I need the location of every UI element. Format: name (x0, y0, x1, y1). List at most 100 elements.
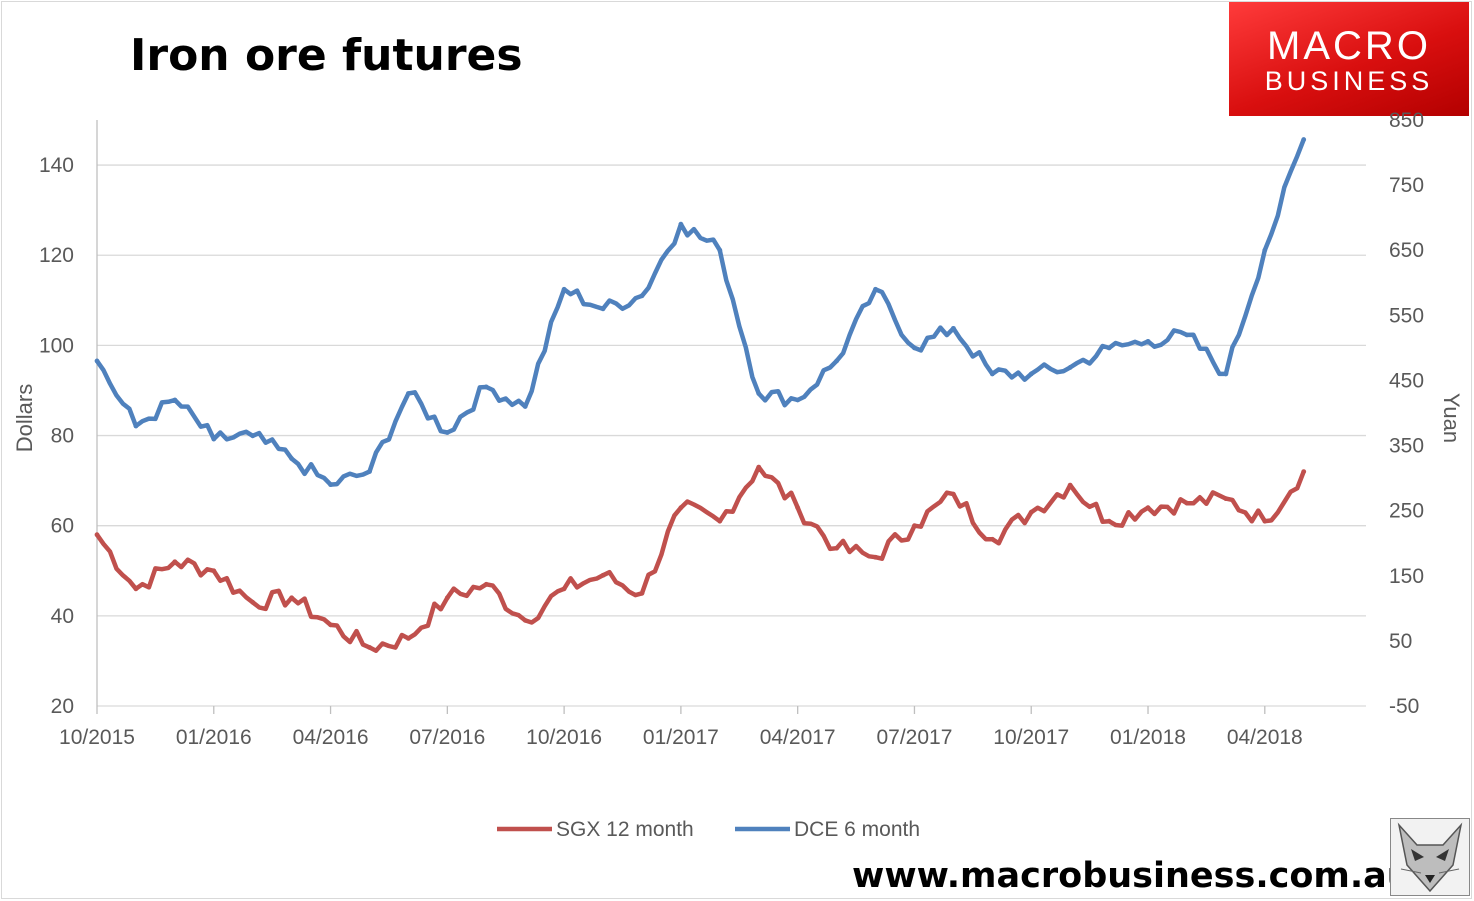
series-1-point-12 (561, 286, 567, 292)
series-1-point-3 (211, 436, 217, 442)
right-y-axis-label: Yuan (1439, 393, 1464, 443)
series-0-point-30 (1262, 518, 1268, 524)
x-tick-label-5: 01/2017 (643, 726, 719, 749)
series-0-point-10 (483, 581, 489, 587)
fox-head-icon (1390, 818, 1470, 896)
series-1-point-30 (1262, 247, 1268, 253)
series-0-point-6 (328, 622, 333, 628)
series-1-point-22 (950, 325, 956, 331)
series-1-point-25 (1067, 365, 1073, 370)
series-1-point-10 (483, 384, 489, 390)
y2-tick-label-7: 650 (1389, 239, 1424, 262)
series-0-point-19 (834, 545, 840, 551)
y2-tick-label-6: 550 (1389, 304, 1424, 327)
x-tick-label-2: 04/2016 (293, 726, 369, 749)
series-0-point-13 (600, 572, 606, 578)
x-tick-label-9: 01/2018 (1110, 726, 1186, 749)
series-0-point-31 (1301, 469, 1307, 474)
series-1-point-14 (639, 293, 645, 299)
series-0-point-29 (1223, 496, 1229, 502)
series-line-1 (95, 138, 1306, 487)
series-1-point-18 (795, 397, 801, 403)
series-1-point-26 (1106, 345, 1112, 351)
y2-tick-label-0: -50 (1389, 695, 1419, 718)
gridlines (96, 120, 1366, 707)
series-1-point-5 (289, 456, 295, 461)
series-1-point-8 (406, 391, 411, 396)
y2-tick-label-5: 450 (1389, 369, 1424, 392)
y-tick-label-1: 40 (51, 605, 74, 628)
series-1-point-2 (172, 397, 178, 403)
series-0-point-20 (873, 554, 878, 560)
y2-tick-label-9: 850 (1389, 109, 1424, 132)
series-0-point-8 (406, 635, 411, 641)
series-0-point-15 (678, 505, 684, 511)
left-y-ticks: 20 40 60 80 100 120 140 (39, 154, 74, 718)
series-1-point-23 (989, 371, 995, 377)
series-1-point-21 (912, 345, 917, 351)
series-1-point-17 (756, 391, 762, 396)
series-1-point-28 (1184, 332, 1190, 338)
series-0-point-21 (912, 523, 917, 529)
y-tick-label-4: 100 (39, 334, 74, 357)
series-1-point-16 (717, 247, 723, 253)
x-tick-label-8: 10/2017 (993, 726, 1069, 749)
y2-tick-label-3: 250 (1389, 500, 1424, 523)
x-tick-label-6: 04/2017 (760, 726, 836, 749)
y-tick-label-3: 80 (51, 425, 74, 448)
series-1-point-11 (522, 404, 528, 409)
legend: SGX 12 month DCE 6 month (497, 818, 920, 841)
x-tick-label-3: 07/2016 (409, 726, 485, 749)
series-0-point-23 (989, 536, 995, 542)
series-0-point-22 (950, 491, 956, 497)
y-tick-label-2: 60 (51, 515, 74, 538)
series-0-point-28 (1184, 500, 1190, 506)
series-1-point-6 (328, 482, 333, 488)
series-1-point-1 (133, 423, 139, 429)
series-0-point-9 (444, 595, 450, 601)
series-0-point-1 (133, 586, 139, 592)
chart-title: Iron ore futures (130, 30, 523, 81)
series-0-point-5 (289, 595, 295, 601)
series-0-point-26 (1106, 518, 1112, 524)
series-0-point-12 (561, 586, 567, 592)
series-1-point-24 (1028, 371, 1034, 377)
y2-tick-label-1: 50 (1389, 630, 1412, 653)
x-ticks: 10/2015 01/2016 04/2016 07/2016 10/2016 01/20… (59, 706, 1303, 749)
series-1-point-20 (873, 286, 878, 292)
y-tick-label-6: 140 (39, 154, 74, 177)
series-0-point-25 (1067, 482, 1073, 488)
series-0-point-27 (1145, 505, 1151, 511)
legend-label-1: DCE 6 month (794, 818, 920, 841)
series-1-point-7 (367, 469, 372, 474)
footer-url: www.macrobusiness.com.au (852, 856, 1412, 896)
y2-tick-label-2: 150 (1389, 565, 1424, 588)
y2-tick-label-4: 350 (1389, 435, 1424, 458)
x-tick-label-0: 10/2015 (59, 726, 135, 749)
series-1-point-19 (834, 358, 840, 364)
series-0-point-4 (250, 599, 256, 605)
series-0-point-18 (795, 505, 801, 511)
series-0-point-2 (172, 559, 178, 565)
macrobusiness-logo: MACRO BUSINESS (1229, 2, 1469, 116)
x-tick-label-1: 01/2016 (176, 726, 252, 749)
series-layer (94, 137, 1307, 653)
y-tick-label-5: 120 (39, 244, 74, 267)
y2-tick-label-8: 750 (1389, 174, 1424, 197)
series-1-point-31 (1301, 137, 1307, 142)
logo-line-macro: MACRO (1267, 24, 1431, 68)
series-1-point-9 (444, 430, 450, 435)
legend-label-0: SGX 12 month (556, 818, 694, 841)
series-0-point-24 (1028, 509, 1034, 515)
series-0-point-11 (522, 617, 528, 623)
x-tick-label-4: 10/2016 (526, 726, 602, 749)
series-1-point-27 (1145, 338, 1151, 344)
series-0-point-3 (211, 568, 217, 574)
series-1-point-15 (678, 221, 684, 227)
series-1-point-4 (250, 433, 256, 439)
logo-line-business: BUSINESS (1264, 66, 1434, 96)
series-line-0 (95, 464, 1306, 653)
series-0-point-14 (639, 590, 645, 596)
